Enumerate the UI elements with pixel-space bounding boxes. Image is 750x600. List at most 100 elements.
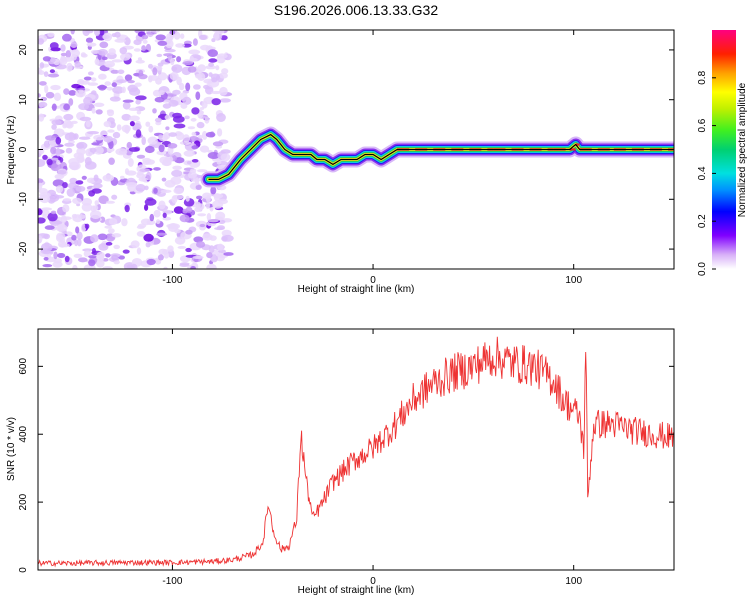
noise-speck (94, 30, 101, 37)
spectrogram-y-tick-label: 20 (18, 44, 29, 56)
noise-speck (106, 109, 115, 117)
noise-speck (147, 136, 158, 145)
noise-speck (98, 73, 107, 80)
noise-speck (78, 257, 88, 263)
noise-speck (136, 171, 144, 176)
noise-speckle-layer (38, 30, 234, 269)
colorbar-tick-label: 0.4 (697, 166, 708, 180)
noise-speck (94, 200, 99, 206)
noise-speck (125, 182, 138, 187)
snr-x-label: Height of straight line (km) (298, 585, 415, 596)
noise-speck (50, 210, 57, 215)
noise-speck (46, 158, 53, 166)
noise-speck (159, 156, 169, 164)
noise-speck (186, 160, 192, 165)
noise-speck (61, 216, 72, 220)
noise-speck (146, 171, 152, 181)
noise-speck (69, 177, 78, 185)
noise-speck (182, 134, 190, 143)
noise-speck (223, 252, 234, 256)
noise-speck (49, 69, 56, 74)
noise-speck (199, 223, 206, 228)
noise-speck (62, 123, 67, 129)
noise-speck (87, 131, 99, 135)
noise-speck (214, 227, 225, 231)
noise-speck (216, 113, 226, 122)
noise-speck (65, 147, 73, 154)
noise-speck (85, 161, 97, 170)
noise-speck (155, 219, 161, 225)
noise-speck (146, 258, 156, 266)
noise-speck (205, 131, 216, 138)
noise-speck (92, 205, 99, 211)
noise-speck (153, 167, 161, 171)
spectrogram-y-label: Frequency (Hz) (6, 116, 17, 185)
noise-speck (189, 168, 197, 173)
noise-speck (44, 84, 49, 94)
noise-speck (38, 67, 42, 75)
noise-speck (83, 96, 93, 106)
noise-speck (67, 182, 78, 189)
noise-speck (180, 33, 185, 39)
noise-speck (152, 108, 157, 114)
noise-speck (126, 141, 132, 149)
noise-speck (213, 31, 220, 41)
noise-speck (133, 39, 142, 46)
noise-speck (63, 198, 71, 202)
noise-speck (90, 77, 97, 82)
noise-speck (108, 48, 116, 56)
noise-speck (171, 66, 178, 71)
noise-speck (172, 115, 185, 123)
noise-speck (88, 255, 97, 259)
noise-speck (219, 86, 228, 96)
noise-speck (138, 74, 148, 80)
noise-speck (207, 152, 220, 159)
colorbar-tick-label: 0.6 (697, 118, 708, 132)
noise-speck (75, 180, 84, 185)
noise-speck (95, 109, 103, 115)
noise-speck (51, 163, 62, 172)
noise-speck (169, 72, 179, 81)
noise-speck (76, 143, 85, 149)
noise-speck (190, 117, 197, 122)
noise-speck (180, 103, 188, 109)
noise-speck (38, 101, 48, 108)
noise-speck (52, 179, 65, 187)
noise-speck (60, 52, 67, 57)
noise-speck (51, 103, 57, 111)
noise-speck (153, 187, 158, 194)
noise-speck (198, 34, 208, 41)
noise-speck (148, 63, 153, 69)
noise-speck (156, 232, 168, 236)
noise-speck (196, 241, 206, 248)
snr-y-tick-label: 600 (18, 358, 29, 375)
noise-speck (129, 121, 135, 127)
frequency-track-layer (200, 126, 674, 188)
noise-speck (73, 253, 83, 258)
noise-speck (220, 153, 231, 162)
noise-speck (53, 258, 62, 264)
noise-speck (118, 255, 125, 260)
noise-speck (216, 53, 228, 59)
noise-speck (87, 71, 94, 76)
noise-speck (136, 154, 146, 159)
noise-speck (174, 236, 186, 245)
noise-speck (41, 242, 53, 252)
noise-speck (154, 96, 165, 103)
noise-speck (146, 219, 156, 226)
noise-speck (197, 169, 208, 173)
noise-speck (158, 90, 165, 96)
noise-speck (38, 217, 46, 224)
noise-speck (91, 188, 102, 194)
noise-speck (64, 255, 70, 263)
noise-speck (42, 154, 48, 160)
noise-speck (97, 85, 108, 90)
noise-speck (102, 32, 113, 42)
colorbar-axes: 0.0 0.2 0.4 0.6 0.8 (697, 70, 716, 276)
noise-speck (194, 177, 200, 186)
noise-speck (218, 72, 228, 79)
noise-speck (111, 82, 118, 88)
noise-speck (62, 204, 70, 213)
noise-speck (187, 66, 197, 73)
noise-speck (111, 194, 118, 200)
